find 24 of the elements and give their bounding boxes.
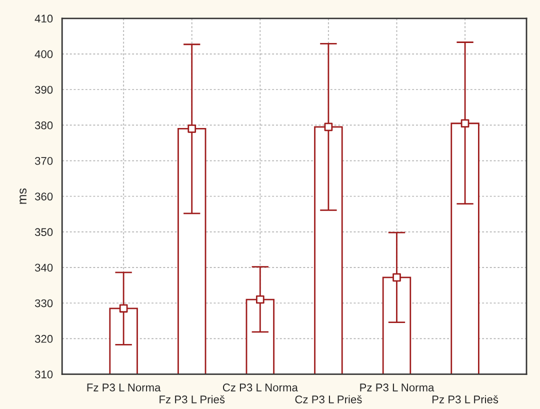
point <box>460 119 470 128</box>
point <box>324 122 333 132</box>
point <box>188 124 196 133</box>
x-tick-label: Cz P3 L Prieš <box>295 395 362 404</box>
x-tick-label: Pz P3 L Prieš <box>432 395 498 404</box>
y-tick-label: 330 <box>34 299 53 308</box>
y-tick-label: 390 <box>34 86 53 94</box>
y-tick-label: 320 <box>34 334 53 343</box>
y-tick-label: 400 <box>34 50 53 58</box>
y-tick-label: 360 <box>34 192 53 200</box>
point <box>256 295 264 304</box>
point <box>392 273 401 282</box>
x-tick-label: Fz P3 L Norma <box>87 384 161 392</box>
x-tick-label: Fz P3 L Prieš <box>160 395 225 404</box>
y-tick-label: 310 <box>34 370 53 378</box>
x-tick-label: Pz P3 L Norma <box>360 384 434 392</box>
y-tick-label: 350 <box>34 228 53 236</box>
y-tick-label: 370 <box>34 157 53 165</box>
y-axis-title: ms <box>20 188 27 204</box>
y-tick-label: 410 <box>34 14 53 23</box>
y-tick-label: 340 <box>34 264 53 272</box>
x-tick-label: Cz P3 L Norma <box>222 384 298 392</box>
y-tick-label: 380 <box>34 121 53 130</box>
point <box>119 304 128 313</box>
